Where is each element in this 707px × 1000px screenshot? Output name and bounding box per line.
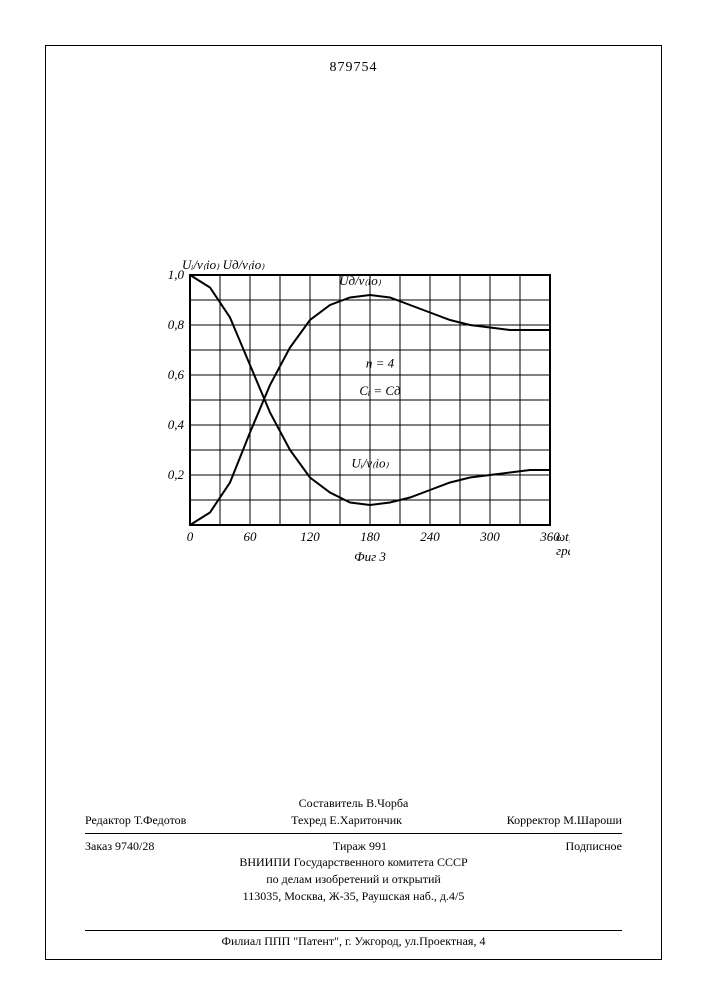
svg-text:0,2: 0,2 [168,467,185,482]
compiler-line: Составитель В.Чорба [85,795,622,812]
order-number: Заказ 9740/28 [85,838,154,855]
bottom-section: Филиал ППП "Патент", г. Ужгород, ул.Прое… [85,930,622,949]
svg-text:180: 180 [360,529,380,544]
footer-separator-2 [85,930,622,931]
svg-text:120: 120 [300,529,320,544]
branch-line: Филиал ППП "Патент", г. Ужгород, ул.Прое… [85,934,622,949]
svg-text:0,6: 0,6 [168,367,185,382]
document-number: 879754 [0,60,707,76]
svg-text:град: град [556,543,570,558]
svg-text:ωt,: ωt, [556,529,570,544]
svg-text:0,8: 0,8 [168,317,185,332]
svg-text:Uᵢ/v₍io₎: Uᵢ/v₍io₎ [351,456,389,471]
circulation: Тираж 991 [333,838,387,855]
org-line-1: ВНИИПИ Государственного комитета СССР [85,854,622,871]
svg-text:Фиг 3: Фиг 3 [354,549,386,564]
svg-text:n = 4: n = 4 [366,356,395,371]
org-line-3: 113035, Москва, Ж-35, Раушская наб., д.4… [85,888,622,905]
footer-section: Составитель В.Чорба Редактор Т.Федотов Т… [85,795,622,905]
svg-text:0: 0 [187,529,194,544]
svg-text:0,4: 0,4 [168,417,185,432]
svg-text:Cᵢ = Cд: Cᵢ = Cд [359,383,401,398]
org-line-2: по делам изобретений и открытий [85,871,622,888]
footer-separator-1 [85,833,622,834]
editor: Редактор Т.Федотов [85,812,186,829]
technical-editor: Техред Е.Харитончик [291,812,402,829]
svg-text:240: 240 [420,529,440,544]
subscription: Подписное [566,838,623,855]
chart-svg: 0601201802403003600,20,40,60,81,0Uᵢ/v₍io… [150,255,570,575]
svg-text:300: 300 [479,529,500,544]
svg-text:Uд/v₍io₎: Uд/v₍io₎ [339,273,382,288]
svg-text:Uᵢ/v₍io₎ Uд/v₍io₎: Uᵢ/v₍io₎ Uд/v₍io₎ [182,257,265,272]
proofreader: Корректор М.Шароши [507,812,622,829]
svg-text:60: 60 [244,529,258,544]
chart-container: 0601201802403003600,20,40,60,81,0Uᵢ/v₍io… [150,255,550,545]
